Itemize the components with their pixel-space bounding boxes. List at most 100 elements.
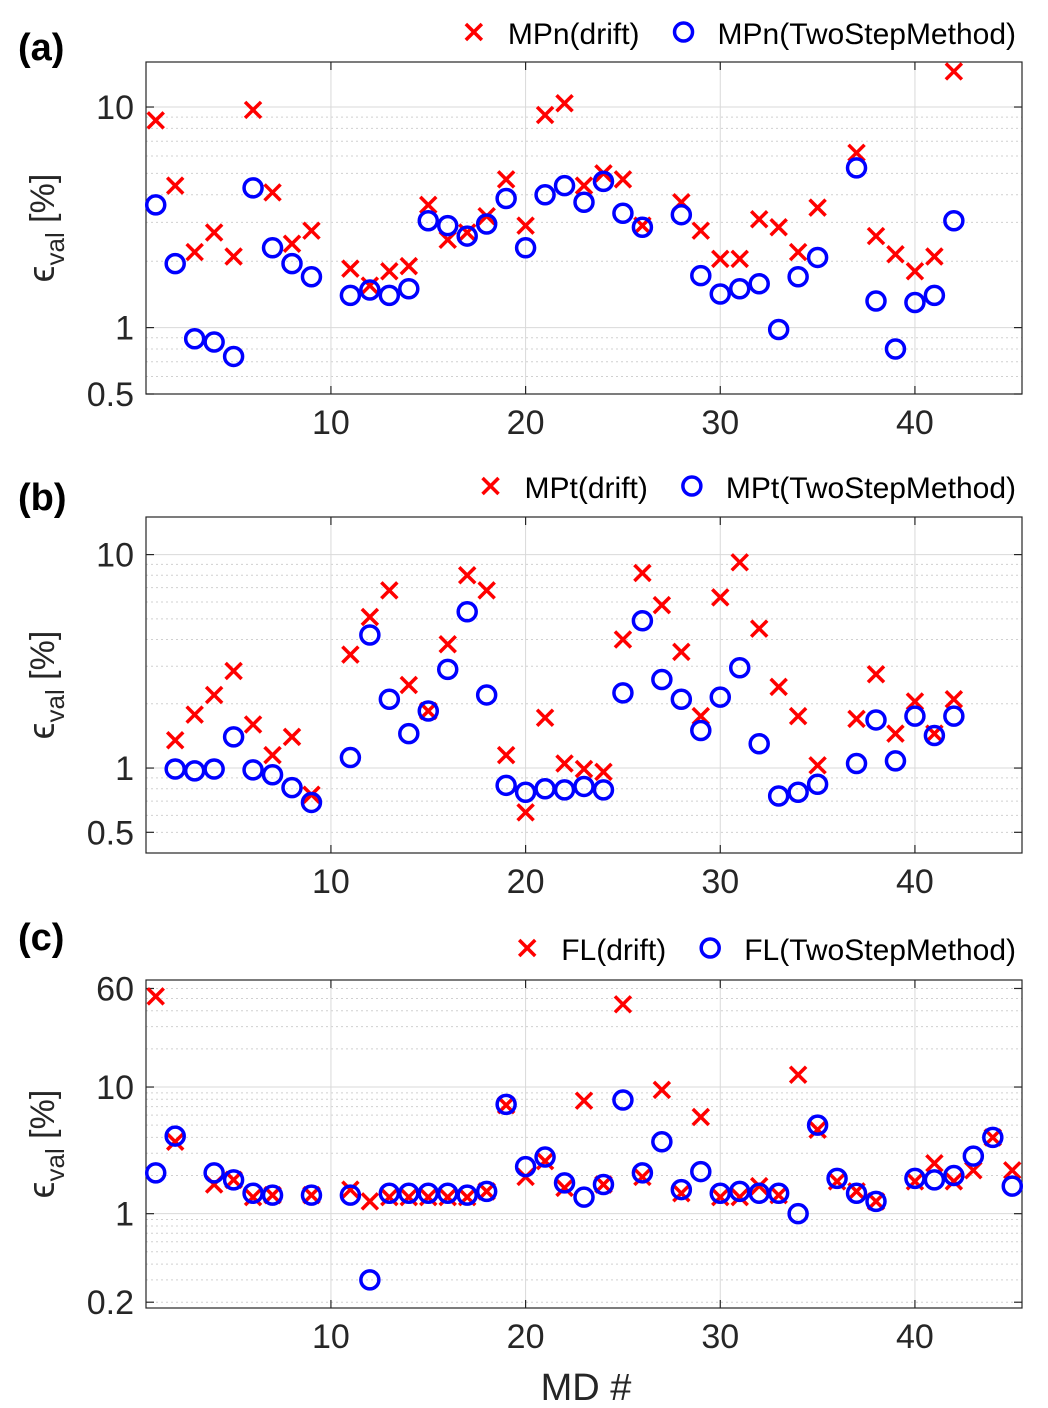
point-drift [730, 1187, 749, 1207]
point-twostep [592, 1173, 615, 1196]
point-twostep [651, 668, 673, 691]
point-twostep [728, 278, 751, 300]
y-tick-label: 1 [115, 310, 134, 348]
point-drift [905, 262, 925, 281]
plot-area [146, 62, 1022, 394]
axes-box [145, 516, 1023, 854]
point-twostep [943, 1164, 965, 1187]
point-twostep [631, 1162, 654, 1184]
point-drift [419, 195, 438, 215]
x-tick-label: 20 [507, 404, 545, 442]
point-twostep [612, 1089, 634, 1111]
point-drift [380, 581, 399, 600]
point-twostep [884, 750, 907, 772]
point-drift [866, 665, 886, 684]
point-drift [341, 645, 360, 664]
point-drift [749, 209, 769, 229]
point-drift [243, 715, 263, 734]
point-twostep [612, 682, 634, 704]
point-drift [380, 262, 399, 281]
point-twostep [943, 705, 965, 727]
point-twostep [144, 194, 167, 216]
point-drift [535, 105, 555, 125]
plot-area [146, 517, 1022, 853]
point-drift [399, 675, 419, 695]
plot-area [146, 980, 1022, 1308]
grid [146, 62, 1022, 395]
point-drift [749, 619, 769, 638]
y-axis-label: ϵval [%] [21, 631, 70, 740]
legend-marker-drift [464, 22, 484, 42]
point-twostep [475, 1180, 498, 1203]
point-twostep [495, 187, 517, 210]
point-twostep [378, 688, 401, 711]
point-twostep [767, 1182, 790, 1204]
point-twostep [573, 775, 595, 798]
point-twostep [398, 278, 420, 300]
point-drift [438, 635, 457, 654]
point-twostep [514, 1155, 537, 1178]
point-drift [165, 730, 185, 750]
series-twostep [164, 600, 965, 814]
point-twostep [865, 1190, 887, 1213]
point-drift [360, 607, 380, 627]
y-tick-label: 10 [96, 89, 134, 127]
point-drift [730, 553, 749, 572]
point-twostep [359, 279, 381, 301]
point-drift [282, 234, 302, 253]
point-twostep [222, 726, 245, 748]
point-twostep [592, 779, 615, 801]
point-twostep [164, 252, 186, 275]
point-drift [769, 218, 788, 237]
point-twostep [787, 1202, 809, 1225]
point-twostep [670, 203, 693, 226]
point-drift [555, 754, 574, 773]
point-twostep [436, 214, 459, 237]
point-drift [574, 176, 594, 195]
point-drift [496, 170, 516, 189]
point-twostep [690, 264, 712, 287]
point-drift [613, 170, 633, 189]
point-drift [360, 1192, 380, 1211]
point-drift [633, 1167, 652, 1187]
point-twostep [475, 213, 498, 235]
point-twostep [378, 284, 401, 307]
point-drift [457, 566, 477, 585]
point-twostep [748, 273, 770, 295]
point-drift [302, 221, 321, 240]
point-twostep [923, 284, 946, 307]
series-twostep [144, 1089, 1024, 1291]
point-twostep [845, 752, 868, 775]
x-tick-label: 30 [701, 863, 739, 901]
point-twostep [904, 291, 926, 314]
point-twostep [203, 331, 225, 353]
point-drift [886, 245, 905, 264]
point-twostep [436, 658, 459, 681]
data-markers [144, 987, 1024, 1291]
point-twostep [495, 774, 517, 797]
point-twostep [495, 1093, 517, 1116]
legend-marker-drift [481, 476, 500, 496]
point-drift [535, 708, 555, 728]
point-twostep [845, 157, 868, 179]
point-drift [944, 62, 964, 81]
x-tick-label: 20 [507, 1318, 545, 1356]
point-drift [146, 111, 165, 130]
point-drift [711, 249, 730, 269]
point-twostep [553, 174, 576, 197]
point-twostep [982, 1126, 1004, 1149]
y-tick-label: 0.2 [87, 1284, 134, 1322]
point-drift [691, 221, 711, 240]
point-twostep [222, 345, 245, 368]
point-drift [496, 745, 516, 765]
point-drift [399, 256, 419, 276]
point-drift [516, 216, 535, 235]
x-tick-label: 30 [701, 1318, 739, 1356]
point-drift [574, 1091, 594, 1110]
point-twostep [631, 216, 654, 239]
point-drift [555, 1178, 574, 1198]
legend-marker-twostep [681, 475, 703, 497]
point-twostep [339, 284, 362, 307]
point-twostep [670, 1178, 693, 1201]
point-twostep [690, 719, 712, 742]
